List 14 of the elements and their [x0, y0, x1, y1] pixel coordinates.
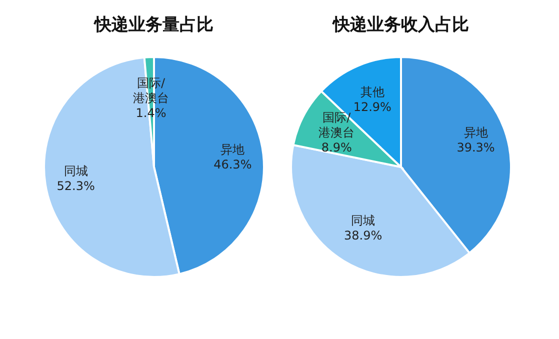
slice-label: 同城 [64, 164, 88, 178]
chart-title: 快递业务收入占比 [332, 15, 469, 35]
data-label: 12.9% [353, 100, 392, 114]
data-label: 46.3% [214, 158, 252, 172]
slice-label: 其他 [360, 85, 384, 100]
data-label: 39.3% [456, 140, 495, 155]
data-label: 8.9% [321, 140, 352, 155]
data-label: 38.9% [344, 228, 382, 243]
slice-label: 异地 [464, 126, 488, 140]
data-label: 1.4% [136, 106, 166, 120]
chart-title: 快递业务量占比 [94, 15, 214, 35]
slice-label: 同城 [351, 214, 376, 228]
slice-label: 异地 [220, 142, 245, 157]
data-label: 52.3% [56, 179, 95, 194]
